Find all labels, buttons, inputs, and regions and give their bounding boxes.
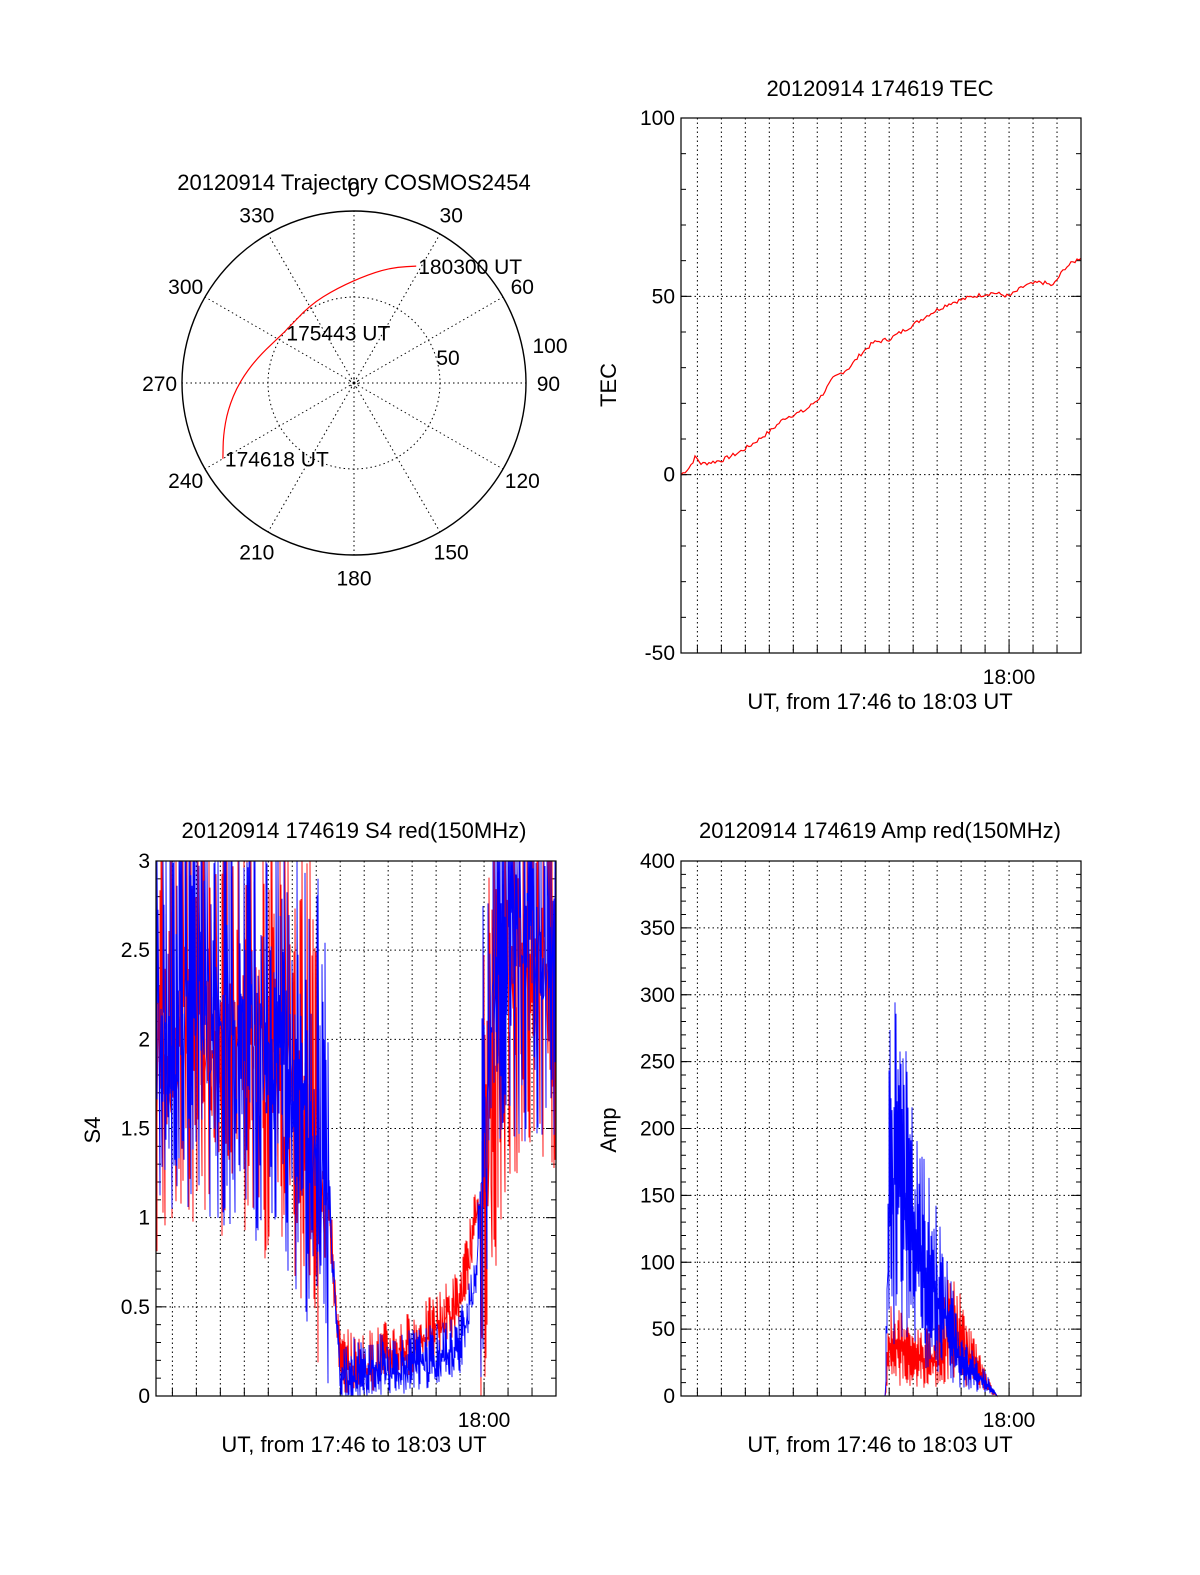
tec-ylabel: TEC: [596, 363, 621, 407]
y-tick-label: 0: [138, 1385, 150, 1408]
s4-ylabel: S4: [80, 1117, 105, 1144]
y-tick-label: 1.5: [121, 1118, 150, 1141]
polar-spoke: [353, 382, 504, 470]
trajectory-panel: 20120914 Trajectory COSMOS2454 0 30 60 90 12…: [142, 170, 567, 590]
tec-frame: [680, 117, 1082, 654]
y-tick-label: 100: [640, 107, 675, 130]
x-tick-label: 18:00: [983, 666, 1036, 689]
polar-spoke: [353, 382, 441, 533]
y-tick-label: 3: [138, 850, 150, 873]
amp-grid: [681, 860, 1082, 1397]
trajectory-series: [222, 265, 417, 459]
s4-xticks: 18:00: [458, 1382, 511, 1432]
polar-grid: [181, 210, 527, 556]
trajectory-time-label: 180300 UT: [418, 256, 522, 279]
radial-label: 100: [532, 335, 567, 358]
y-tick-label: 0: [663, 464, 675, 487]
x-tick-label: 18:00: [458, 1409, 511, 1432]
azimuth-labels: 0 30 60 90 120 150 180 210 240 270 300 330: [142, 179, 560, 591]
s4-grid: [156, 860, 557, 1397]
tec-grid: [681, 117, 1082, 654]
y-tick-label: 2: [138, 1028, 150, 1051]
s4-series: [155, 860, 557, 1397]
s4-series-blue: [155, 860, 557, 1397]
tec-xlabel: UT, from 17:46 to 18:03 UT: [747, 689, 1012, 714]
y-tick-label: 1: [138, 1207, 150, 1230]
tec-yticks: -50 0 50 100: [640, 107, 675, 665]
azimuth-label: 120: [505, 470, 540, 493]
polar-center: [349, 378, 359, 388]
s4-panel: 20120914 174619 S4 red(150MHz) 0 0.5 1 1.5 2…: [80, 818, 557, 1457]
amp-ylabel: Amp: [596, 1107, 621, 1152]
trajectory-title: 20120914 Trajectory COSMOS2454: [177, 170, 530, 195]
polar-spoke: [267, 233, 355, 384]
y-tick-label: 50: [652, 285, 675, 308]
y-tick-label: 300: [640, 984, 675, 1007]
azimuth-label: 240: [168, 470, 203, 493]
y-tick-label: 2.5: [121, 939, 150, 962]
amp-xticks: 18:00: [983, 1382, 1036, 1432]
y-tick-label: -50: [645, 642, 675, 665]
amp-yticks: 0 50 100 150 200 250 300 350 400: [640, 850, 675, 1408]
y-tick-label: 400: [640, 850, 675, 873]
y-tick-label: 150: [640, 1184, 675, 1207]
s4-series-red: [155, 860, 557, 1397]
trajectory-time-label: 175443 UT: [286, 323, 390, 346]
amp-title: 20120914 174619 Amp red(150MHz): [699, 818, 1061, 843]
s4-yticks: 0 0.5 1 1.5 2 2.5 3: [121, 850, 150, 1408]
azimuth-label: 30: [440, 205, 463, 228]
radial-label: 50: [436, 347, 459, 370]
polar-spoke: [204, 296, 355, 384]
s4-xlabel: UT, from 17:46 to 18:03 UT: [221, 1432, 486, 1457]
radial-labels: 50 100: [436, 335, 567, 370]
tec-series-red: [680, 257, 1082, 476]
polar-spoke: [204, 382, 355, 470]
azimuth-label: 300: [168, 276, 203, 299]
tec-series: [680, 257, 1082, 476]
y-tick-label: 100: [640, 1251, 675, 1274]
x-tick-label: 18:00: [983, 1409, 1036, 1432]
azimuth-label: 270: [142, 373, 177, 396]
azimuth-label: 210: [239, 541, 274, 564]
trajectory-time-label: 174618 UT: [225, 449, 329, 472]
tec-title: 20120914 174619 TEC: [766, 76, 993, 101]
amp-frame: [680, 860, 1082, 1397]
y-tick-label: 0: [663, 1385, 675, 1408]
polar-spoke: [267, 382, 355, 533]
amp-xlabel: UT, from 17:46 to 18:03 UT: [747, 1432, 1012, 1457]
trajectory-annotations: 180300 UT 175443 UT 174618 UT: [225, 256, 522, 472]
trajectory-curve: [222, 265, 417, 459]
azimuth-label: 150: [434, 541, 469, 564]
y-tick-label: 0.5: [121, 1296, 150, 1319]
y-tick-label: 250: [640, 1051, 675, 1074]
azimuth-label: 60: [511, 276, 534, 299]
amp-series-red: [681, 1279, 1081, 1398]
azimuth-label: 90: [537, 373, 560, 396]
y-tick-label: 350: [640, 917, 675, 940]
polar-spoke: [353, 296, 504, 384]
tec-xticks: 18:00: [983, 639, 1036, 689]
azimuth-label: 0: [348, 179, 360, 202]
amp-panel: 20120914 174619 Amp red(150MHz) 0 50 100 15…: [596, 818, 1082, 1457]
polar-spoke: [353, 233, 441, 384]
azimuth-label: 330: [239, 205, 274, 228]
s4-frame: [155, 860, 557, 1397]
s4-title: 20120914 174619 S4 red(150MHz): [182, 818, 527, 843]
azimuth-label: 180: [336, 567, 371, 590]
y-tick-label: 50: [652, 1318, 675, 1341]
y-tick-label: 200: [640, 1118, 675, 1141]
